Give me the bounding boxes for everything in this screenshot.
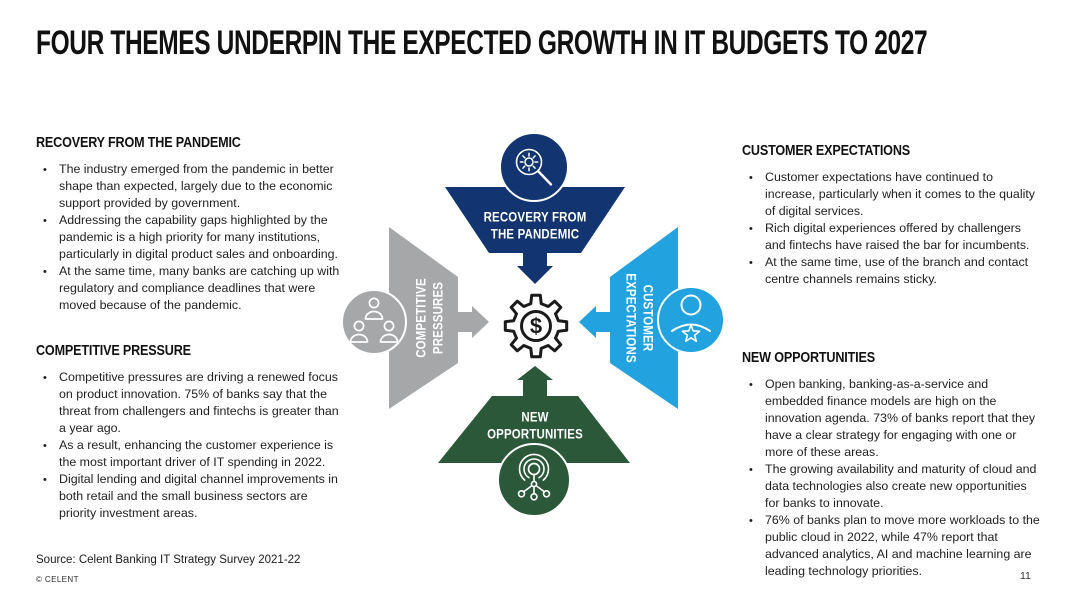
customer-circle	[657, 286, 725, 354]
bullet-item: Competitive pressures are driving a rene…	[36, 369, 348, 437]
bullet-item: The industry emerged from the pandemic i…	[36, 161, 348, 212]
network-icon	[517, 453, 551, 501]
competitive-circle	[341, 289, 407, 355]
section-competitive: COMPETITIVE PRESSURE Competitive pressur…	[36, 342, 348, 522]
bullet-list-opportunities: Open banking, banking-as-a-service and e…	[742, 376, 1044, 580]
people-icon	[349, 297, 399, 343]
bullet-list-customer: Customer expectations have continued to …	[742, 169, 1044, 288]
gear-dollar-icon: $	[503, 293, 569, 359]
bullet-item: Digital lending and digital channel impr…	[36, 471, 348, 522]
section-customer: CUSTOMER EXPECTATIONS Customer expectati…	[742, 142, 1044, 288]
bullet-item: At the same time, use of the branch and …	[742, 254, 1044, 288]
dollar-symbol: $	[530, 314, 542, 339]
magnifier-gear-icon	[515, 148, 553, 186]
competitive-arrow-label-line2: PRESSURES	[430, 282, 445, 354]
competitive-arrow-label-line1: COMPETITIVE	[413, 278, 428, 358]
copyright-note: © CELENT	[36, 575, 79, 584]
bullet-list-recovery: The industry emerged from the pandemic i…	[36, 161, 348, 314]
recovery-arrow-shape	[445, 187, 625, 284]
bullet-item: The growing availability and maturity of…	[742, 461, 1044, 512]
opportunities-arrow-label-line2: OPPORTUNITIES	[487, 426, 583, 441]
customer-arrow-shape	[579, 227, 678, 409]
bullet-item: Open banking, banking-as-a-service and e…	[742, 376, 1044, 461]
customer-arrow-label-line2: EXPECTATIONS	[623, 273, 638, 363]
bullet-item: Customer expectations have continued to …	[742, 169, 1044, 220]
section-heading-opportunities: NEW OPPORTUNITIES	[742, 349, 875, 366]
star-glyph	[681, 324, 701, 343]
recovery-arrow-label-line2: THE PANDEMIC	[491, 226, 579, 241]
opportunities-arrow-shape	[438, 366, 630, 463]
bullet-item: 76% of banks plan to move more workloads…	[742, 512, 1044, 580]
section-recovery: RECOVERY FROM THE PANDEMIC The industry …	[36, 134, 348, 314]
recovery-arrow-label-line1: RECOVERY FROM	[484, 209, 587, 224]
competitive-arrow-shape	[389, 227, 489, 409]
customer-star-icon	[671, 294, 711, 343]
bullet-item: As a result, enhancing the customer expe…	[36, 437, 348, 471]
bullet-item: Addressing the capability gaps highlight…	[36, 212, 348, 263]
gear-inner-circle	[520, 310, 552, 342]
section-opportunities: NEW OPPORTUNITIES Open banking, banking-…	[742, 349, 1044, 580]
page-number: 11	[1020, 570, 1031, 582]
bullet-item: At the same time, many banks are catchin…	[36, 263, 348, 314]
section-heading-customer: CUSTOMER EXPECTATIONS	[742, 142, 910, 159]
customer-arrow-label-line1: CUSTOMER	[640, 285, 655, 352]
source-note: Source: Celent Banking IT Strategy Surve…	[36, 554, 301, 566]
bullet-list-competitive: Competitive pressures are driving a rene…	[36, 369, 348, 522]
section-heading-recovery: RECOVERY FROM THE PANDEMIC	[36, 134, 241, 151]
opportunities-arrow-label-line1: NEW	[521, 409, 548, 424]
slide-title: FOUR THEMES UNDERPIN THE EXPECTED GROWTH…	[36, 24, 928, 62]
section-heading-competitive: COMPETITIVE PRESSURE	[36, 342, 191, 359]
bullet-item: Rich digital experiences offered by chal…	[742, 220, 1044, 254]
